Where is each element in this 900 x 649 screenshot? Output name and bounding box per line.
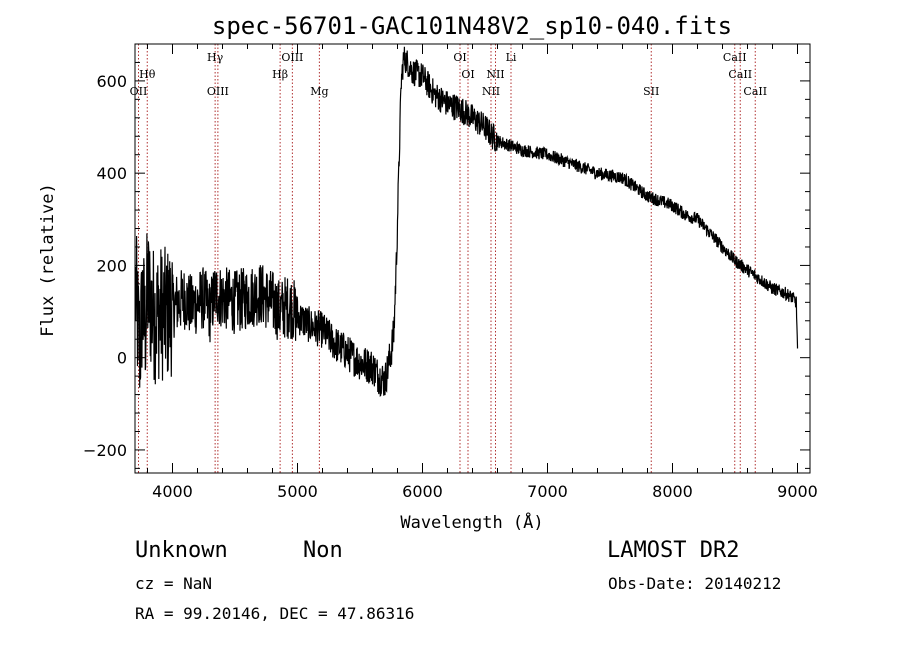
redshift-value: cz = NaN	[135, 574, 213, 593]
line-marker-label-15: CaII	[743, 85, 767, 98]
y-tick-label: −200	[83, 441, 127, 460]
x-tick-label: 9000	[777, 482, 818, 501]
line-marker-label-11: Li	[506, 51, 517, 64]
y-tick-label: 400	[96, 164, 127, 183]
object-class: Unknown	[135, 538, 228, 563]
line-marker-label-4: Hβ	[272, 68, 288, 81]
line-marker-label-5: OIII	[281, 51, 303, 64]
x-tick-label: 6000	[402, 482, 443, 501]
y-axis-label: Flux (relative)	[38, 183, 58, 337]
line-marker-label-12: SII	[643, 85, 659, 98]
x-tick-label: 8000	[652, 482, 693, 501]
y-tick-label: 0	[117, 349, 127, 368]
chart-title: spec-56701-GAC101N48V2_sp10-040.fits	[212, 12, 732, 40]
line-marker-label-13: CaII	[723, 51, 747, 64]
line-marker-label-8: OI	[461, 68, 474, 81]
x-tick-label: 5000	[277, 482, 318, 501]
coordinates: RA = 99.20146, DEC = 47.86316	[135, 604, 415, 623]
line-marker-label-0: Hθ	[139, 68, 156, 81]
line-marker-label-6: Mg	[310, 85, 328, 98]
survey-name: LAMOST DR2	[607, 538, 740, 563]
line-marker-label-14: CaII	[728, 68, 752, 81]
y-tick-label: 200	[96, 256, 127, 275]
line-marker-label-10: NII	[486, 68, 504, 81]
line-marker-label-1: OII	[130, 85, 148, 98]
x-tick-label: 4000	[152, 482, 193, 501]
object-subclass: Non	[303, 538, 343, 563]
line-marker-label-7: OI	[453, 51, 466, 64]
y-tick-label: 600	[96, 72, 127, 91]
chart-axes: 4000 5000 6000 7000 8000 9000 −200 0 200 400 600	[83, 43, 818, 501]
spectrum-series-line	[135, 46, 799, 397]
x-axis-label: Wavelength (Å)	[400, 511, 543, 533]
line-marker-label-3: OIII	[207, 85, 229, 98]
observation-date: Obs-Date: 20140212	[608, 574, 782, 593]
line-marker-label-9: NII	[482, 85, 500, 98]
x-tick-label: 7000	[527, 482, 568, 501]
line-marker-label-2: Hγ	[207, 51, 224, 64]
